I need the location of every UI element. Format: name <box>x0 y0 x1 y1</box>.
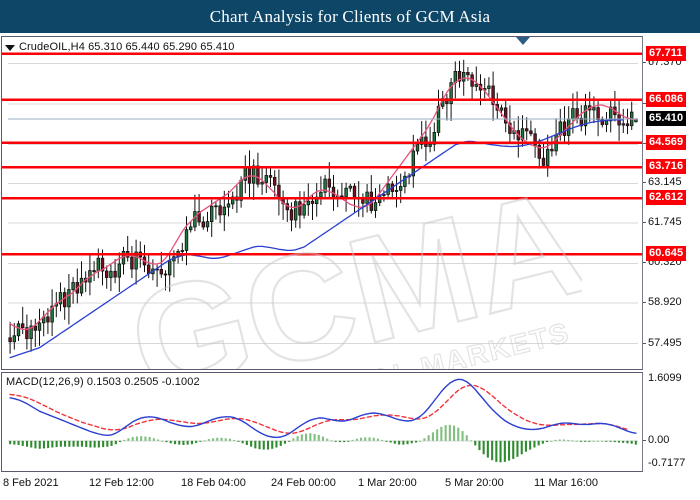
price-axis[interactable]: 67.37065.94164.51263.14561.74560.32058.9… <box>643 36 698 472</box>
price-axis-tick: 57.495 <box>648 336 682 349</box>
time-axis-label: 1 Mar 20:00 <box>358 477 417 489</box>
macd-info-label: MACD(12,26,9) 0.1503 0.2505 -0.1002 <box>6 376 200 388</box>
price-level-badge[interactable]: 62.612 <box>646 190 687 206</box>
macd-pane[interactable]: MACD(12,26,9) 0.1503 0.2505 -0.1002 <box>1 372 643 472</box>
chart-window: GCMA GCM CAPITAL MARKETS CrudeOIL,H4 65.… <box>1 36 698 498</box>
price-axis-tick-mark <box>643 143 646 144</box>
macd-axis-tick: 1.6099 <box>648 372 682 384</box>
macd-axis-tick: -0.7177 <box>648 457 686 469</box>
symbol-info-bar[interactable]: CrudeOIL,H4 65.310 65.440 65.290 65.410 <box>5 40 235 54</box>
price-axis-tick-mark <box>643 302 646 303</box>
macd-axis-tick-mark <box>643 440 646 441</box>
chevron-down-icon[interactable] <box>5 44 15 51</box>
price-level-badge[interactable]: 67.711 <box>646 45 686 61</box>
price-level-badge[interactable]: 60.645 <box>646 246 687 262</box>
current-price-badge[interactable]: 65.410 <box>646 111 687 126</box>
price-axis-tick-mark <box>643 103 646 104</box>
price-axis-tick-mark <box>643 62 646 63</box>
price-level-badge[interactable]: 64.569 <box>646 134 687 150</box>
title-bar: Chart Analysis for Clients of GCM Asia <box>0 0 700 33</box>
price-axis-tick-mark <box>643 262 646 263</box>
time-axis-label: 24 Feb 00:00 <box>271 477 336 489</box>
time-axis-label: 11 Mar 16:00 <box>534 477 599 489</box>
price-level-badge[interactable]: 66.086 <box>646 91 687 107</box>
time-axis: 8 Feb 2021 12 Feb 12:00 18 Feb 04:00 24 Feb… <box>1 474 698 496</box>
chart-top-marker-icon <box>516 37 530 45</box>
time-axis-label: 18 Feb 04:00 <box>181 477 246 489</box>
time-axis-label: 5 Mar 20:00 <box>445 477 504 489</box>
macd-axis-tick: 0.00 <box>648 433 670 446</box>
price-axis-tick: 58.920 <box>648 296 682 309</box>
price-level-badge[interactable]: 63.716 <box>646 159 687 175</box>
time-axis-label: 8 Feb 2021 <box>3 477 59 489</box>
price-axis-tick-mark <box>643 343 646 344</box>
price-pane[interactable]: GCMA GCM CAPITAL MARKETS CrudeOIL,H4 65.… <box>1 36 643 370</box>
time-axis-label: 12 Feb 12:00 <box>89 477 154 489</box>
price-axis-tick-mark <box>643 222 646 223</box>
page-title: Chart Analysis for Clients of GCM Asia <box>209 7 491 26</box>
price-axis-tick: 63.145 <box>648 176 682 189</box>
symbol-info-text: CrudeOIL,H4 65.310 65.440 65.290 65.410 <box>19 41 235 53</box>
macd-chart-canvas[interactable] <box>2 373 642 471</box>
price-axis-tick: 61.745 <box>648 216 682 228</box>
price-chart-canvas[interactable] <box>2 37 642 369</box>
price-axis-tick-mark <box>643 182 646 183</box>
